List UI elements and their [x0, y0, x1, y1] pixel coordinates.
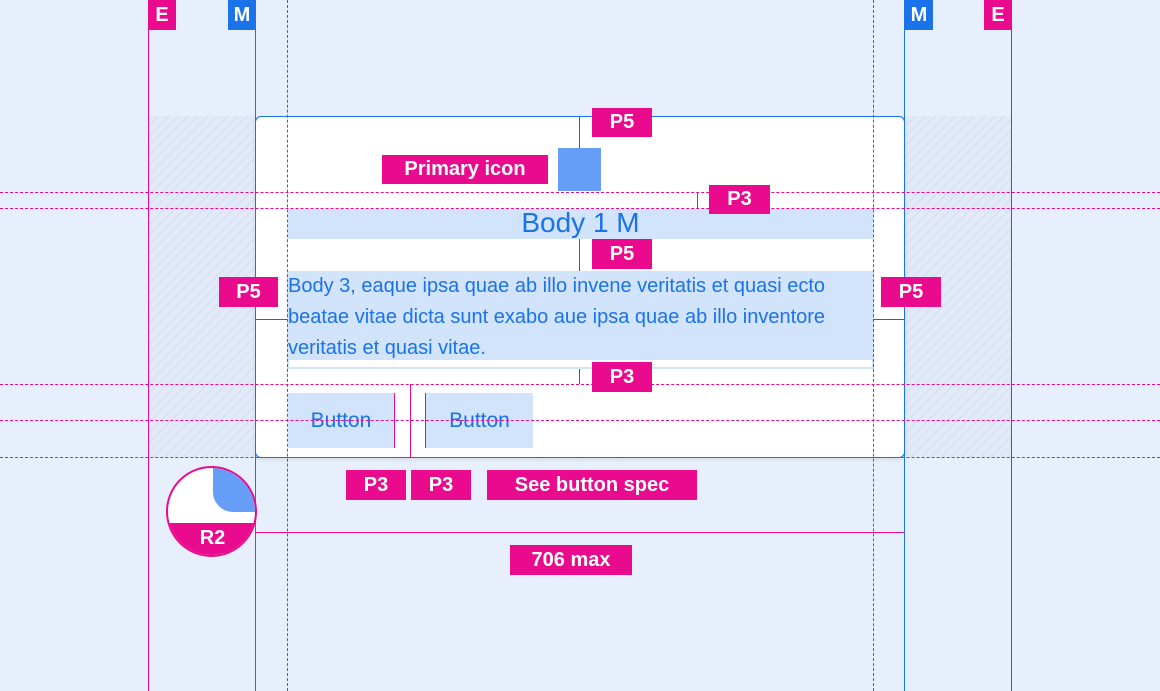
p3-label-body: P3: [592, 362, 652, 392]
body-text: Body 3, eaque ipsa quae ab illo invene v…: [288, 271, 873, 360]
max-width-line: [255, 532, 904, 533]
spacing-line: [410, 384, 411, 457]
spacing-line: [697, 192, 698, 208]
edge-marker-right: E: [984, 0, 1012, 30]
guide-h5: [0, 457, 1160, 458]
edge-line-left: [148, 0, 149, 691]
margin-line-left: [255, 0, 256, 691]
margin-line-right: [904, 0, 905, 691]
guide-h2: [0, 208, 1160, 209]
spacing-line: [579, 239, 580, 271]
spacing-line: [579, 116, 580, 148]
spacing-line: [255, 319, 287, 320]
p3-label-button-b: P3: [411, 470, 471, 500]
primary-icon-label: Primary icon: [382, 155, 548, 184]
p5-label-left: P5: [219, 277, 278, 307]
edge-line-right: [1011, 0, 1012, 691]
spacing-line: [579, 369, 580, 384]
edge-marker-left: E: [148, 0, 176, 30]
p5-label-right: P5: [881, 277, 941, 307]
content-guide-left: [287, 0, 288, 691]
p3-label-button-a: P3: [346, 470, 406, 500]
radius-label: R2: [168, 523, 255, 555]
p5-label-title: P5: [592, 239, 652, 269]
corner-radius-icon: [213, 468, 255, 512]
spacing-line: [425, 393, 426, 448]
p5-label-top: P5: [592, 108, 652, 137]
primary-icon: [558, 148, 601, 191]
button-spec-label: See button spec: [487, 470, 697, 500]
guide-h4: [0, 420, 1160, 421]
margin-marker-left: M: [228, 0, 256, 30]
guide-h1: [0, 192, 1160, 193]
spacing-line: [873, 319, 904, 320]
radius-callout: R2: [166, 466, 257, 557]
title-band: Body 1 M: [288, 209, 873, 239]
max-width-label: 706 max: [510, 545, 632, 575]
content-guide-right: [873, 0, 874, 691]
p3-label-icon: P3: [709, 185, 770, 214]
margin-marker-right: M: [905, 0, 933, 30]
guide-h3: [0, 384, 1160, 385]
spacing-line: [394, 393, 395, 448]
